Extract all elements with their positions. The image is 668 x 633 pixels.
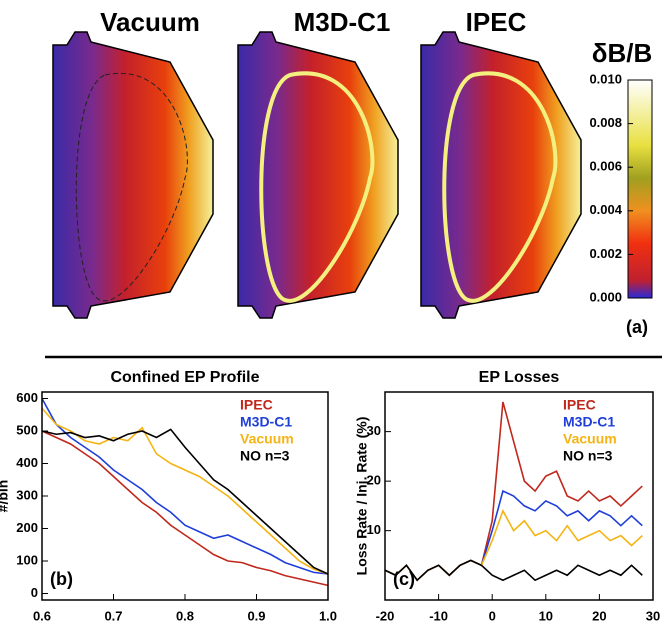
y-tick-label: 200 <box>16 520 38 535</box>
series-line <box>41 428 329 575</box>
panel-title: M3D-C1 <box>294 7 391 37</box>
series-line <box>384 559 643 582</box>
separatrix <box>75 72 188 302</box>
x-tick-label: 0.7 <box>104 608 122 623</box>
panel-label: (b) <box>50 569 73 589</box>
legend-entry: Vacuum <box>240 431 294 447</box>
panel-label: (a) <box>626 317 648 337</box>
y-tick-label: 400 <box>16 455 38 470</box>
series-line <box>41 430 329 587</box>
legend-entry: M3D-C1 <box>240 414 292 430</box>
vessel <box>52 31 214 319</box>
x-tick-label: 0.6 <box>33 608 51 623</box>
legend-entry: NO n=3 <box>563 448 613 464</box>
panel-title: Vacuum <box>100 7 200 37</box>
x-tick-label: 1.0 <box>319 608 337 623</box>
y-tick-label: 30 <box>367 423 381 438</box>
y-axis-label: #/bin <box>0 480 11 513</box>
x-tick-label: 30 <box>646 608 660 623</box>
y-tick-label: 300 <box>16 487 38 502</box>
field-map <box>237 31 399 319</box>
separatrix <box>442 71 558 303</box>
y-tick-label: 500 <box>16 422 38 437</box>
colorbar-title: δB/B <box>592 38 653 68</box>
series-line <box>384 508 643 582</box>
panel-label: (c) <box>393 569 415 589</box>
colorbar <box>627 79 653 299</box>
legend-entry: M3D-C1 <box>563 414 615 430</box>
x-tick-label: 0.9 <box>247 608 265 623</box>
legend-entry: Vacuum <box>563 431 617 447</box>
y-tick-label: 0 <box>31 585 38 600</box>
x-tick-label: -20 <box>376 608 395 623</box>
x-tick-label: 0.8 <box>176 608 194 623</box>
chart-title: EP Losses <box>479 369 560 386</box>
panel-title: IPEC <box>466 7 527 37</box>
series-line <box>41 398 329 575</box>
colorbar-tick-label: 0.008 <box>589 115 622 130</box>
x-tick-label: 0 <box>489 608 496 623</box>
legend-entry: IPEC <box>240 397 273 413</box>
series-line <box>41 407 329 575</box>
y-tick-label: 600 <box>16 390 38 405</box>
colorbar-tick-label: 0.010 <box>589 71 622 86</box>
separatrix <box>259 71 375 303</box>
colorbar-tick-label: 0.002 <box>589 246 622 261</box>
y-tick-label: 100 <box>16 552 38 567</box>
plot-frame <box>384 391 654 601</box>
x-tick-label: -10 <box>429 608 448 623</box>
chart-title: Confined EP Profile <box>110 369 259 386</box>
y-tick-label: 10 <box>367 522 381 537</box>
legend-entry: NO n=3 <box>240 448 290 464</box>
y-tick-label: 20 <box>367 473 381 488</box>
x-tick-label: 10 <box>539 608 553 623</box>
colorbar-tick-label: 0.000 <box>589 289 622 304</box>
x-tick-label: 20 <box>592 608 606 623</box>
colorbar-tick-label: 0.006 <box>589 159 622 174</box>
legend-entry: IPEC <box>563 397 596 413</box>
field-map <box>52 31 214 319</box>
y-axis-label: Loss Rate / Inj. Rate (%) <box>354 417 370 576</box>
field-map <box>420 31 582 319</box>
colorbar-tick-label: 0.004 <box>589 202 622 217</box>
